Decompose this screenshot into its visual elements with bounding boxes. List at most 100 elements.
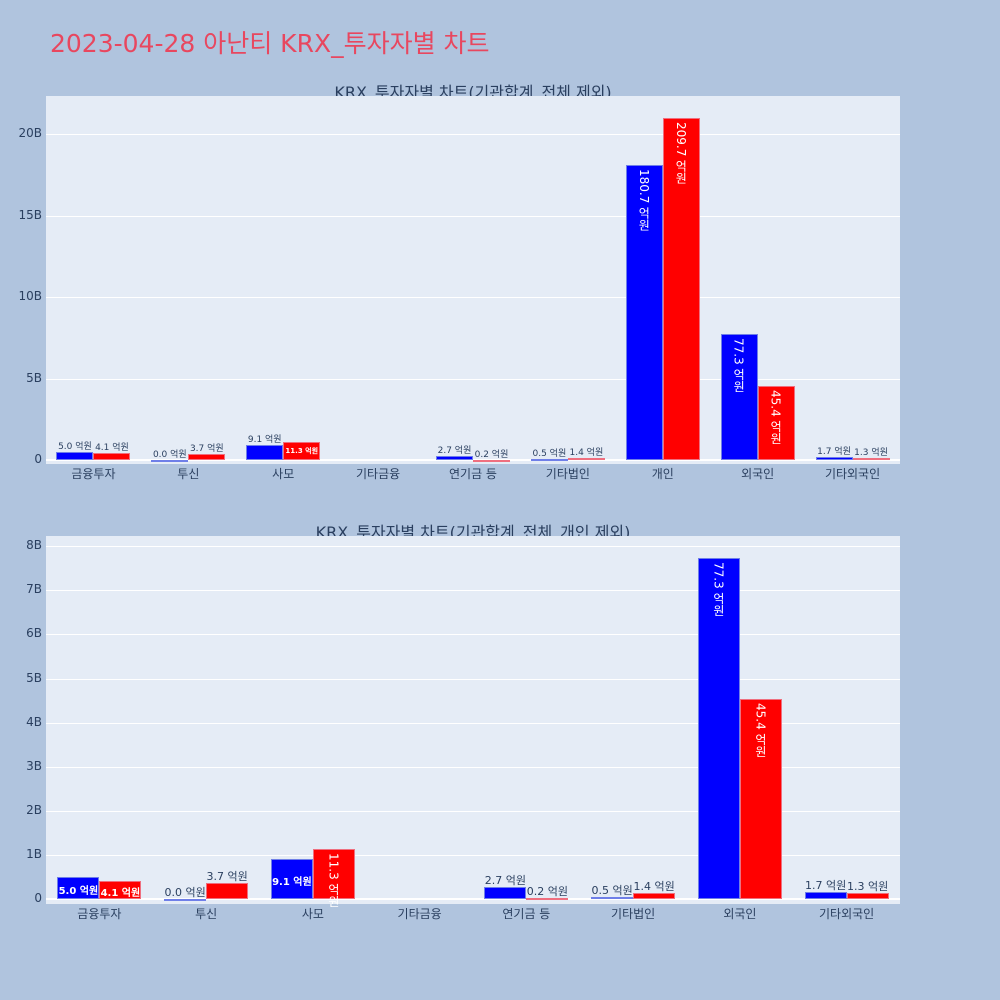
bar-blue[interactable] [246, 445, 284, 460]
bar-value-label: 4.1 억원 [100, 887, 141, 899]
bar-blue[interactable] [815, 457, 853, 460]
bar-red[interactable] [739, 698, 782, 899]
bar-value-label: 0.5 억원 [532, 449, 567, 460]
bar-red[interactable] [757, 385, 795, 460]
bar-value-label: 9.1 억원 [272, 876, 312, 888]
gridline [46, 134, 900, 135]
x-tick-label: 기타외국인 [824, 467, 881, 481]
y-tick-label: 8B [26, 538, 42, 553]
bar-value-label: 1.7 억원 [805, 878, 847, 892]
page-title: 2023-04-28 아난티 KRX_투자자별 차트 [50, 29, 490, 58]
bar-red[interactable] [283, 441, 321, 460]
bar-red[interactable] [473, 459, 510, 462]
bar-value-label: 1.3 억원 [847, 880, 889, 894]
bar-red[interactable] [633, 892, 676, 899]
bar-blue[interactable] [151, 460, 189, 462]
x-tick-label: 기타금융 [356, 467, 401, 481]
bar-value-label: 0.0 억원 [152, 450, 187, 460]
y-tick-label: 6B [26, 626, 42, 641]
bar-value-label: 1.4 억원 [569, 447, 604, 458]
bar-blue[interactable] [164, 899, 207, 901]
x-tick-label: 연기금 등 [502, 907, 551, 921]
bar-blue[interactable] [56, 451, 94, 460]
x-tick-label: 금융투자 [71, 467, 116, 481]
bar-value-label: 11.3 억원 [326, 853, 341, 908]
bar-value-label: 1.7 억원 [817, 447, 851, 458]
x-tick-label: 금융투자 [77, 907, 122, 921]
bar-red[interactable] [662, 118, 700, 460]
bar-value-label: 1.3 억원 [854, 447, 888, 458]
bar-value-label: 0.5 억원 [591, 883, 633, 897]
bar-value-label: 9.1 억원 [247, 435, 282, 446]
y-tick-label: 1B [26, 846, 42, 861]
chart1-plot-area: 5.0 억원 4.1 억원 0.0 억원 3.7 억원 9.1 억원 11.3 억원 2.7… [46, 96, 900, 464]
x-tick-label: 투신 [195, 907, 218, 921]
gridline [46, 722, 900, 724]
bar-value-label: 11.3 억원 [285, 447, 319, 456]
bar-red[interactable] [526, 898, 569, 901]
bar-value-label: 2.7 억원 [437, 445, 472, 456]
gridline [46, 810, 900, 812]
gridline [46, 634, 900, 636]
bar-value-label: 5.0 억원 [58, 441, 92, 452]
bar-blue[interactable] [530, 459, 568, 462]
y-tick-label: 15B [18, 207, 42, 222]
y-tick-label: 20B [18, 126, 42, 140]
x-tick-label: 기타외국인 [819, 907, 875, 921]
bar-red[interactable] [852, 457, 890, 460]
gridline [46, 590, 900, 592]
gridline [46, 378, 900, 380]
bar-value-label: 1.4 억원 [633, 879, 675, 893]
y-tick-label: 5B [26, 370, 42, 385]
bar-red[interactable] [99, 880, 142, 899]
x-tick-label: 기타금융 [397, 907, 442, 921]
bar-blue[interactable] [484, 887, 527, 899]
x-tick-label: 외국인 [741, 467, 775, 481]
bar-value-label: 3.7 억원 [206, 869, 248, 883]
chart2-plot-area: 5.0 억원 4.1 억원 0.0 억원 3.7 억원 9.1 억원 11.3 억원 2.7… [46, 536, 900, 908]
bar-value-label: 3.7 억원 [189, 443, 224, 454]
bar-blue[interactable] [625, 165, 663, 460]
zero-line [46, 898, 900, 900]
gridline [46, 854, 900, 856]
bar-value-label: 5.0 억원 [58, 885, 99, 897]
bar-blue[interactable] [697, 558, 740, 899]
y-tick-label: 3B [26, 758, 42, 773]
x-tick-label: 개인 [651, 467, 674, 481]
bar-red[interactable] [93, 453, 131, 460]
y-tick-label: 7B [26, 582, 42, 597]
gridline [46, 546, 900, 548]
x-tick-label: 사모 [272, 467, 295, 481]
x-tick-label: 기타법인 [545, 467, 590, 481]
bar-blue[interactable] [436, 455, 473, 460]
bar-red[interactable] [567, 457, 605, 460]
bar-value-label: 77.3 억원 [711, 562, 726, 617]
bar-value-label: 45.4 억원 [768, 389, 783, 445]
bar-red[interactable] [312, 849, 355, 899]
bar-value-label: 0.2 억원 [526, 885, 568, 899]
bar-value-label: 0.2 억원 [474, 449, 509, 460]
gridline [46, 678, 900, 680]
bar-blue[interactable] [804, 891, 847, 899]
y-tick-label: 0 [34, 891, 42, 905]
y-tick-label: 10B [18, 289, 42, 303]
bar-blue[interactable] [57, 876, 100, 899]
y-tick-label: 5B [26, 670, 42, 685]
bar-blue[interactable] [270, 858, 313, 899]
bar-blue[interactable] [720, 334, 758, 460]
gridline [46, 297, 900, 298]
bar-red[interactable] [846, 893, 889, 899]
x-tick-label: 외국인 [723, 907, 757, 921]
y-tick-label: 2B [26, 802, 42, 817]
x-tick-label: 투신 [177, 467, 200, 481]
x-tick-label: 사모 [301, 907, 324, 921]
bar-value-label: 45.4 억원 [753, 702, 768, 758]
gridline [46, 215, 900, 217]
bar-blue[interactable] [591, 896, 634, 899]
x-tick-label: 기타법인 [611, 907, 656, 921]
y-tick-label: 0 [34, 452, 42, 466]
bar-value-label: 4.1 억원 [95, 443, 129, 454]
bar-red[interactable] [206, 882, 249, 899]
bar-value-label: 0.0 억원 [164, 886, 206, 899]
bar-red[interactable] [188, 453, 226, 460]
